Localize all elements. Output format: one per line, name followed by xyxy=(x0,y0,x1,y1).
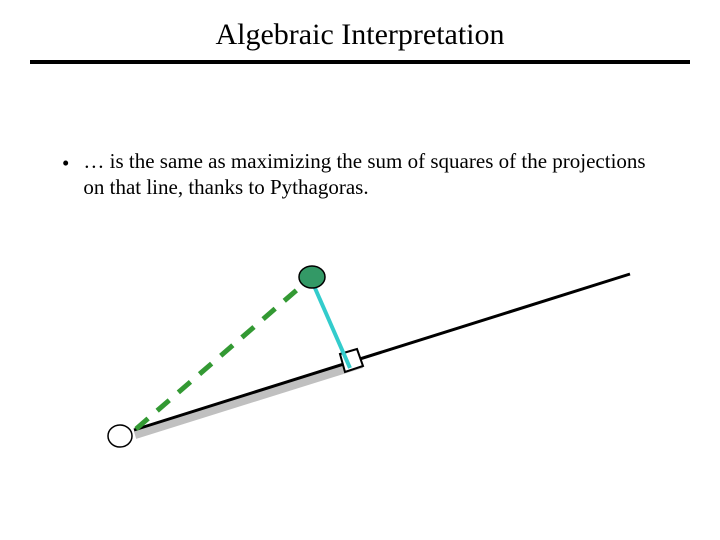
title-underline xyxy=(30,60,690,64)
origin-point-icon xyxy=(108,425,132,447)
data-point-icon xyxy=(299,266,325,288)
bullet-marker-icon: • xyxy=(62,150,69,176)
projection-shadow-line xyxy=(135,364,362,435)
main-axis-line xyxy=(134,274,630,430)
bullet-item: • … is the same as maximizing the sum of… xyxy=(62,148,652,201)
slide: Algebraic Interpretation • … is the same… xyxy=(0,0,720,540)
pythagoras-diagram xyxy=(72,240,648,480)
slide-title: Algebraic Interpretation xyxy=(0,18,720,52)
perpendicular-line xyxy=(311,279,350,368)
bullet-text: … is the same as maximizing the sum of s… xyxy=(83,148,652,201)
